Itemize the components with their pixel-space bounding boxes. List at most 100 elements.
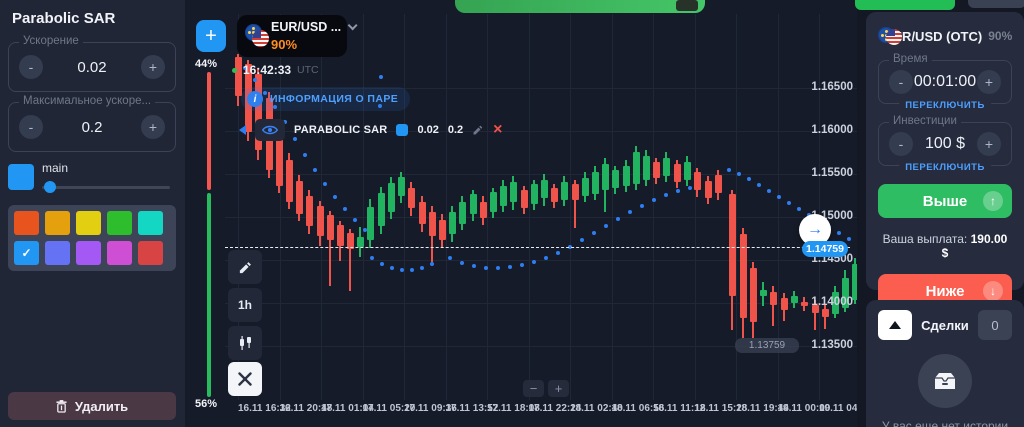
color-swatch[interactable]: [14, 211, 39, 235]
scroll-to-latest-button[interactable]: →: [799, 214, 831, 246]
color-swatch[interactable]: [138, 241, 163, 265]
candle: [428, 212, 436, 236]
acceleration-value[interactable]: 0.02: [77, 58, 107, 76]
candle-wick: [574, 180, 576, 228]
sentiment-down-percent: 56%: [195, 398, 218, 410]
candle: [326, 215, 334, 240]
candle: [479, 202, 487, 218]
investment-value[interactable]: 100 $: [924, 135, 966, 152]
sar-dot: [640, 204, 644, 208]
investment-switch-link[interactable]: ПЕРЕКЛЮЧИТЬ: [899, 162, 991, 173]
trash-icon: [56, 399, 67, 413]
color-swatch[interactable]: [107, 211, 132, 235]
candle-wick: [329, 211, 331, 286]
investment-label: Инвестиции: [889, 115, 961, 127]
lower-label: Ниже: [925, 282, 965, 300]
top-notification-banner[interactable]: [455, 0, 705, 13]
timeframe-button[interactable]: 1h: [228, 288, 262, 322]
candle: [714, 175, 722, 193]
candle-wick: [814, 300, 816, 330]
investment-plus-button[interactable]: +: [976, 132, 1001, 156]
color-swatch[interactable]: [138, 211, 163, 235]
candle: [366, 207, 374, 240]
payout-value: 190.00 $: [941, 232, 1008, 260]
grid-line-horizontal: [225, 217, 857, 218]
sar-dot: [727, 168, 731, 172]
collapse-trades-button[interactable]: [878, 310, 912, 340]
higher-button[interactable]: Выше ↑: [878, 184, 1012, 218]
candle: [800, 302, 808, 306]
current-price-badge: 1.14759: [802, 241, 848, 257]
sar-dot: [410, 268, 414, 272]
grid-line-vertical: [653, 14, 654, 400]
time-plus-button[interactable]: +: [977, 70, 1001, 94]
candle: [295, 181, 303, 214]
sar-dot: [380, 262, 384, 266]
candle: [790, 296, 798, 303]
color-swatch[interactable]: ✓: [14, 241, 39, 265]
max-acceleration-value[interactable]: 0.2: [81, 118, 103, 136]
color-swatch[interactable]: [45, 241, 70, 265]
sar-dot: [592, 231, 596, 235]
toggle-visibility-button[interactable]: [255, 119, 285, 141]
candle: [560, 182, 568, 200]
candle: [693, 172, 701, 190]
acceleration-minus-button[interactable]: -: [19, 55, 43, 79]
top-right-green-button[interactable]: [855, 0, 955, 10]
max-acceleration-minus-button[interactable]: -: [19, 115, 43, 139]
investment-minus-button[interactable]: -: [889, 132, 913, 156]
edit-indicator-icon[interactable]: [472, 124, 484, 136]
grid-line-vertical: [570, 14, 571, 400]
acceleration-plus-button[interactable]: +: [140, 55, 165, 79]
grid-line-vertical: [694, 14, 696, 400]
zoom-out-button[interactable]: −: [523, 380, 544, 397]
sar-dot: [472, 264, 476, 268]
candle: [387, 183, 395, 212]
chart-type-button[interactable]: [228, 362, 262, 396]
sentiment-bar-sell: [207, 72, 211, 190]
sar-dot: [370, 256, 374, 260]
pair-info-button[interactable]: i ИНФОРМАЦИЯ О ПАРЕ: [241, 87, 411, 111]
time-axis-label: 17.11 09:36: [404, 403, 457, 414]
collapse-legend-icon[interactable]: [239, 125, 246, 135]
sentiment-bar-buy: [207, 193, 211, 397]
acceleration-label: Ускорение: [19, 35, 83, 47]
price-axis-label: 1.15500: [811, 167, 853, 179]
slider-thumb[interactable]: [44, 181, 56, 193]
delete-indicator-button[interactable]: Удалить: [8, 392, 176, 420]
banner-button[interactable]: [676, 0, 698, 11]
indicators-button[interactable]: [228, 326, 262, 360]
remove-indicator-icon[interactable]: ×: [493, 121, 503, 138]
time-axis-label: 17.11 13:52: [445, 403, 499, 414]
grid-line-vertical: [279, 14, 281, 400]
line-width-slider[interactable]: [42, 186, 170, 189]
candle: [550, 188, 558, 202]
draw-tool-button[interactable]: [228, 250, 262, 284]
sar-dot: [263, 91, 267, 95]
time-field: Время - 00:01:00 +: [878, 53, 1012, 104]
time-value[interactable]: 00:01:00: [913, 73, 977, 90]
candle: [769, 292, 777, 305]
color-swatch[interactable]: [45, 211, 70, 235]
time-switch-link[interactable]: ПЕРЕКЛЮЧИТЬ: [899, 100, 991, 111]
asset-selector[interactable]: EUR/USD ... 90%: [237, 15, 358, 57]
color-swatch[interactable]: [76, 241, 101, 265]
grid-line-vertical: [611, 14, 613, 400]
candle: [571, 184, 579, 200]
color-swatch[interactable]: [76, 211, 101, 235]
candle: [469, 194, 477, 214]
top-right-grey-button[interactable]: [968, 0, 1024, 8]
sentiment-up-percent: 44%: [195, 58, 218, 70]
time-minus-button[interactable]: -: [889, 70, 913, 94]
candle: [821, 309, 829, 317]
zoom-in-button[interactable]: +: [548, 380, 569, 397]
candle: [305, 196, 313, 226]
add-asset-button[interactable]: +: [196, 20, 226, 52]
max-acceleration-plus-button[interactable]: +: [140, 115, 165, 139]
candle: [275, 128, 283, 186]
selected-color-swatch[interactable]: [8, 164, 34, 190]
sar-dot: [616, 217, 620, 221]
trades-count-badge: 0: [978, 310, 1012, 340]
color-swatch[interactable]: [107, 241, 132, 265]
